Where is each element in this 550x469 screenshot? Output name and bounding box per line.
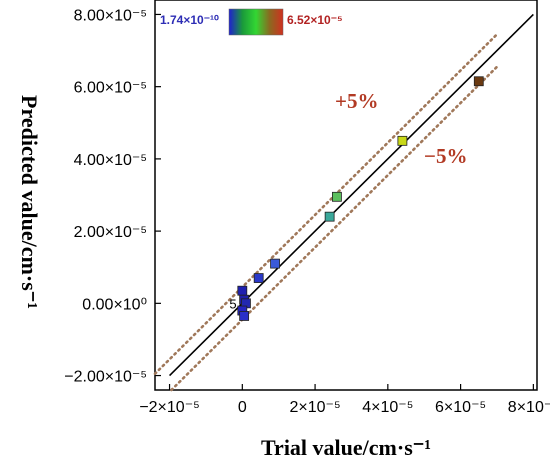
data-point <box>473 76 484 87</box>
x-tick-label: 8×10⁻⁵ <box>508 399 550 416</box>
data-point <box>253 273 264 283</box>
data-point <box>324 211 335 222</box>
data-point <box>239 311 250 321</box>
y-tick-label: 2.00×10⁻⁵ <box>74 224 147 241</box>
x-axis-ticks: −2×10⁻⁵ 0 2×10⁻⁵ 4×10⁻⁵ 6×10⁻⁵ 8×10⁻⁵ <box>139 384 550 416</box>
x-tick-label: 6×10⁻⁵ <box>435 399 486 416</box>
y-tick-label: −2.00×10⁻⁵ <box>64 369 147 386</box>
plot-frame <box>154 0 538 391</box>
colorbar-max-label: 6.52×10⁻⁵ <box>287 13 343 27</box>
data-point <box>237 285 248 296</box>
y-tick-label: 0.00×10⁰ <box>82 296 147 313</box>
x-tick-label: −2×10⁻⁵ <box>139 399 199 416</box>
lower-band-label: −5% <box>424 144 467 168</box>
y-axis-title: Predicted value/cm·s⁻¹ <box>17 95 42 309</box>
data-point <box>397 135 408 146</box>
colorbar-min-label: 1.74×10⁻¹⁰ <box>160 13 219 27</box>
x-tick-label: 2×10⁻⁵ <box>290 399 341 416</box>
reference-line <box>168 13 534 377</box>
fit-lines <box>153 13 534 392</box>
colorbar-legend: 1.74×10⁻¹⁰ 6.52×10⁻⁵ <box>160 8 343 36</box>
x-axis-title: Trial value/cm·s⁻¹ <box>261 435 431 460</box>
data-point <box>332 191 342 202</box>
data-point <box>270 258 280 269</box>
y-axis-ticks: −2.00×10⁻⁵ 0.00×10⁰ 2.00×10⁻⁵ 4.00×10⁻⁵ 6.00… <box>64 7 161 386</box>
upper-band-label: +5% <box>335 89 378 113</box>
upper-band-line <box>153 33 499 376</box>
y-tick-label: 6.00×10⁻⁵ <box>74 80 147 97</box>
y-tick-label: 4.00×10⁻⁵ <box>74 152 147 169</box>
x-tick-label: 0 <box>238 399 247 416</box>
x-tick-label: 4×10⁻⁵ <box>362 399 413 416</box>
lower-band-line <box>170 65 499 392</box>
point-label: 5 <box>229 296 236 311</box>
data-points <box>237 76 484 321</box>
y-tick-label: 8.00×10⁻⁵ <box>74 7 147 24</box>
colorbar-gradient <box>228 8 284 36</box>
